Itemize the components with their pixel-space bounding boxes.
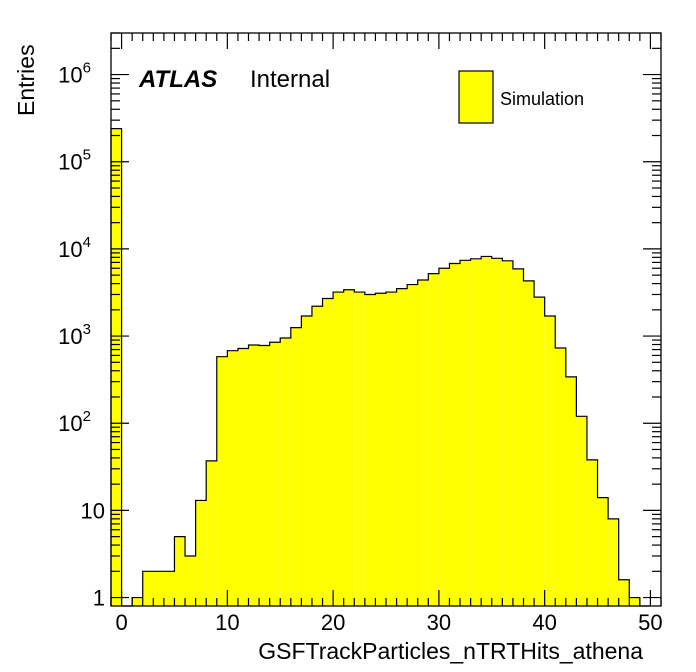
histogram-bar [555, 347, 566, 606]
histogram-bar [322, 298, 334, 606]
histogram-bar [301, 315, 312, 606]
y-axis-title: Entries [13, 44, 39, 116]
histogram-bar [629, 597, 640, 606]
x-tick-label: 20 [321, 610, 345, 635]
histogram-bar [386, 292, 397, 606]
x-axis-title: GSFTrackParticles_nTRTHits_athena [258, 638, 643, 664]
histogram-bar [502, 260, 513, 606]
histogram-bar [491, 258, 503, 606]
y-tick-label: 102 [58, 408, 91, 436]
histogram-bar [523, 280, 535, 606]
histogram-bar [174, 536, 186, 606]
histogram-bar [269, 342, 281, 606]
x-tick-label: 30 [427, 610, 451, 635]
x-tick-label: 0 [115, 610, 127, 635]
histogram-bar [259, 345, 270, 606]
histogram-bar [396, 288, 408, 606]
x-tick-label: 40 [532, 610, 556, 635]
histogram-bar [512, 268, 524, 606]
histogram-bar [407, 284, 418, 606]
histogram-bar [576, 416, 587, 606]
histogram-bar [227, 350, 238, 606]
y-tick-label: 105 [58, 147, 91, 175]
y-tick-label: 1 [93, 586, 105, 611]
histogram-bar [206, 460, 217, 606]
atlas-label: ATLAS [138, 66, 217, 93]
histogram-bar [586, 459, 598, 606]
histogram-bar [364, 294, 376, 606]
y-tick-label: 103 [58, 321, 91, 349]
histogram-bar [438, 268, 450, 606]
histogram-bars [111, 128, 640, 606]
x-tick-label: 10 [215, 610, 239, 635]
histogram-bar [608, 518, 619, 606]
histogram-bar [597, 497, 609, 606]
histogram-bar [248, 344, 260, 606]
histogram-bar [534, 297, 545, 606]
histogram-bar [111, 128, 122, 606]
histogram-bar [216, 356, 228, 606]
histogram-bar [449, 263, 461, 606]
histogram-bar [417, 279, 429, 606]
histogram-bar [565, 376, 577, 606]
histogram-bar [343, 289, 355, 606]
x-axis-ticks: 0 10 20 30 40 50 [110, 33, 663, 635]
y-tick-label: 10 [81, 498, 105, 523]
histogram-bar [290, 327, 302, 606]
legend-label: Simulation [500, 89, 584, 109]
histogram-bar [375, 293, 386, 606]
histogram-bar [280, 338, 291, 606]
x-tick-label: 50 [638, 610, 662, 635]
histogram-bar [195, 500, 207, 606]
y-tick-label: 104 [58, 234, 91, 262]
y-axis-ticks: 1 10 102 103 104 105 106 [58, 32, 661, 611]
histogram-bar [354, 292, 365, 606]
y-tick-label: 106 [58, 60, 91, 88]
histogram-bar [470, 258, 482, 606]
histogram-bar [142, 571, 154, 606]
histogram-bar [185, 555, 196, 606]
histogram-outline [110, 128, 651, 607]
histogram-bar [153, 571, 164, 606]
histogram-bar [333, 292, 344, 606]
histogram-bar [237, 348, 249, 606]
legend: Simulation [458, 70, 584, 124]
legend-swatch [458, 70, 494, 124]
histogram-bar [311, 306, 323, 606]
histogram-bar [428, 273, 439, 606]
histogram-bar [163, 571, 175, 606]
histogram-bar [481, 256, 492, 606]
histogram-bar [460, 260, 471, 606]
histogram-bar [618, 579, 630, 606]
atlas-status-label: Internal [250, 66, 330, 93]
histogram-bar [132, 597, 143, 606]
histogram-bar [544, 315, 556, 606]
